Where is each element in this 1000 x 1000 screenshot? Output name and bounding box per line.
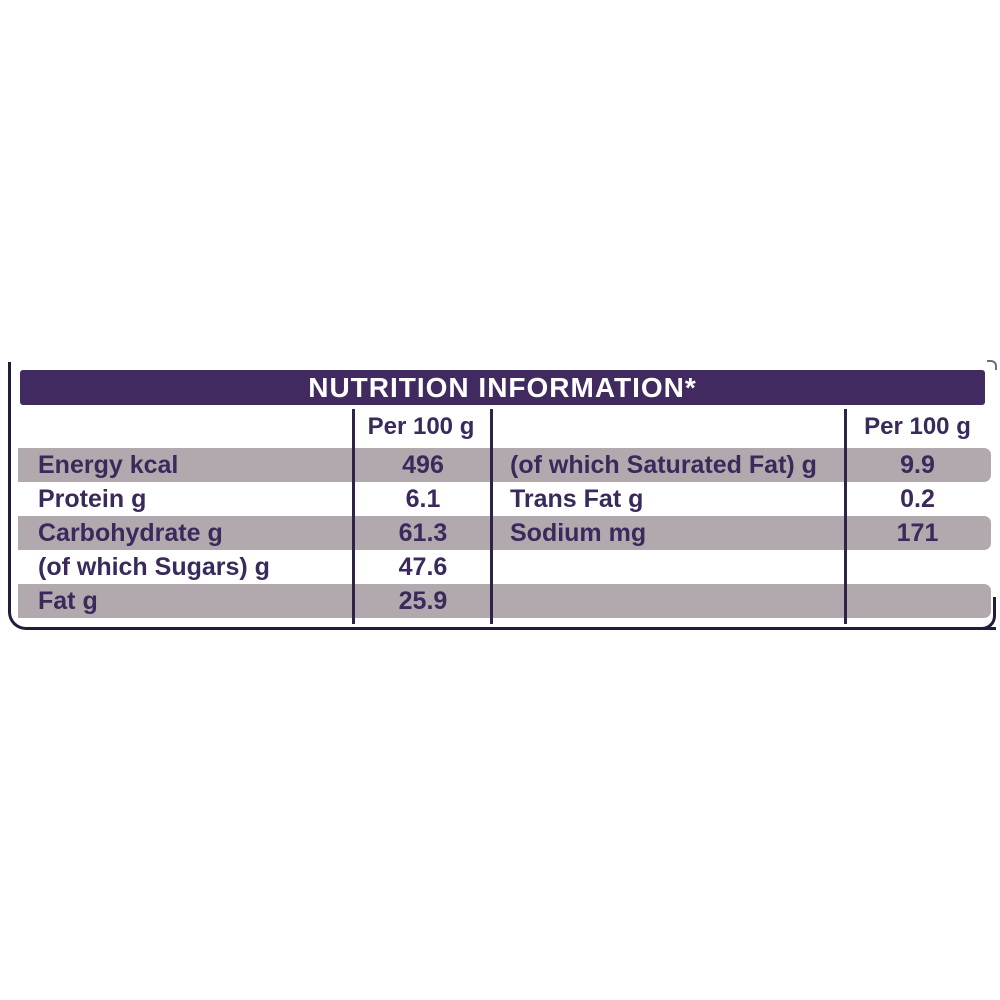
table-row: Fat g 25.9 — [18, 584, 991, 618]
table-title: NUTRITION INFORMATION* — [308, 371, 697, 403]
table-row: Energy kcal 496 (of which Saturated Fat)… — [18, 448, 991, 482]
nutrient-value: 0.2 — [900, 485, 935, 513]
table-row: Carbohydrate g 61.3 Sodium mg 171 — [18, 516, 991, 550]
nutrient-value: 6.1 — [405, 485, 441, 513]
nutrient-label: Energy kcal — [38, 451, 179, 479]
nutrient-label: (of which Saturated Fat) g — [510, 451, 817, 479]
nutrient-label: Carbohydrate g — [38, 519, 223, 547]
table-row: (of which Sugars) g 47.6 — [18, 550, 991, 584]
nutrient-label: Trans Fat g — [510, 485, 644, 513]
nutrient-value: 171 — [896, 519, 939, 547]
table-row: Protein g 6.1 Trans Fat g 0.2 — [18, 482, 991, 516]
nutrient-label: Protein g — [38, 485, 147, 513]
package-outline-corner-top-right — [987, 360, 997, 370]
nutrition-table-body: Energy kcal 496 (of which Saturated Fat)… — [18, 448, 991, 618]
nutrient-label: Sodium mg — [510, 519, 647, 547]
nutrient-value — [844, 584, 991, 618]
nutrient-label: Fat g — [38, 587, 98, 615]
table-header-bar: NUTRITION INFORMATION* — [20, 370, 985, 405]
nutrient-value: 9.9 — [900, 451, 935, 479]
nutrient-label: (of which Sugars) g — [38, 553, 270, 581]
per-100g-header-right: Per 100 g — [864, 413, 971, 440]
nutrient-value: 496 — [402, 451, 444, 479]
nutrient-label — [492, 584, 844, 618]
per-100g-header-left: Per 100 g — [367, 413, 475, 440]
nutrient-label — [492, 550, 844, 584]
nutrient-value: 25.9 — [398, 587, 448, 615]
nutrient-value: 47.6 — [398, 553, 448, 581]
nutrient-value — [844, 550, 991, 584]
nutrient-value: 61.3 — [398, 519, 448, 547]
